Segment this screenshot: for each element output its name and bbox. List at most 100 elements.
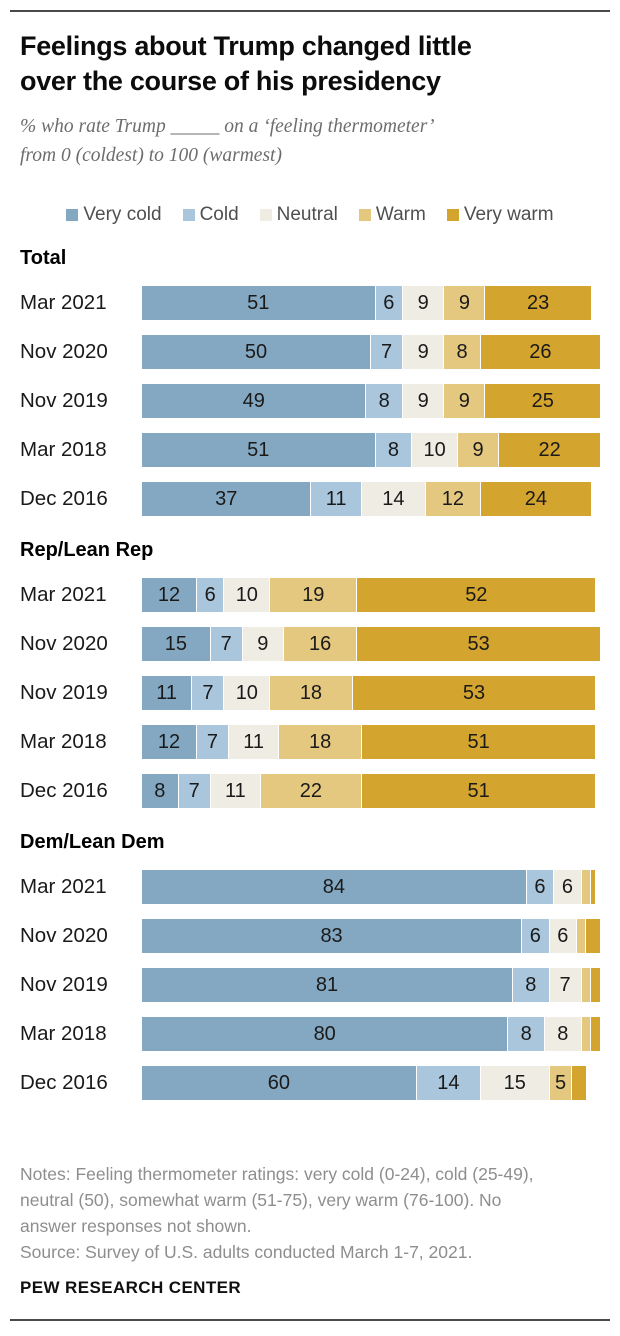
segment-value-label: 6 xyxy=(534,875,546,898)
segment-value-label: 6 xyxy=(383,291,395,314)
bar-segment-cold: 6 xyxy=(522,919,550,953)
bar-segment-neutral: 14 xyxy=(361,482,426,516)
segment-value-label: 8 xyxy=(456,340,468,363)
bar-segment-warm: 9 xyxy=(444,286,486,320)
segment-value-label: 14 xyxy=(382,487,405,510)
legend-swatch-cold xyxy=(182,209,195,221)
stacked-bar-chart: Total Mar 2021 51 6 9 9 23 Nov 2020 50 7 9 8 26 Nov 2… xyxy=(0,226,620,1115)
segment-value-label: 23 xyxy=(527,291,550,314)
row-label: Mar 2021 xyxy=(20,875,107,898)
bar-segment-warm: 12 xyxy=(425,482,481,516)
segment-value-label: 9 xyxy=(257,632,269,655)
bar-segment-neutral: 9 xyxy=(403,384,445,418)
bar-segment-very-cold: 12 xyxy=(142,725,197,759)
legend-swatch-neutral xyxy=(259,209,272,221)
bar-segment-warm: 18 xyxy=(279,725,362,759)
stacked-bar: 15 7 9 16 53 xyxy=(142,627,600,661)
segment-value-label: 8 xyxy=(378,389,390,412)
bar-segment-warm: 8 xyxy=(444,335,481,369)
segment-value-label: 5 xyxy=(554,1071,567,1094)
page-title: Feelings about Trump changed little over… xyxy=(0,29,620,99)
row-label: Mar 2018 xyxy=(20,438,107,461)
bar-segment-very-warm: 26 xyxy=(480,335,600,369)
segment-value-label: 9 xyxy=(472,438,484,461)
segment-value-label: 19 xyxy=(302,583,325,606)
bar-row: Dec 2016 37 11 14 12 24 xyxy=(20,482,600,516)
segment-value-label: 52 xyxy=(465,583,488,606)
bar-segment-very-cold: 15 xyxy=(142,627,211,661)
group-total: Total Mar 2021 51 6 9 9 23 Nov 2020 50 7 9 8 26 Nov 2… xyxy=(20,247,600,516)
bar-segment-very-warm xyxy=(590,968,600,1002)
segment-value-label: 6 xyxy=(557,924,569,947)
bar-segment-warm: 9 xyxy=(444,384,486,418)
bar-segment-very-cold: 60 xyxy=(142,1066,417,1100)
segment-value-label: 6 xyxy=(204,583,216,606)
segment-value-label: 49 xyxy=(242,389,265,412)
bar-segment-neutral: 6 xyxy=(549,919,578,953)
bar-segment-very-cold: 12 xyxy=(142,578,197,612)
segment-value-label: 15 xyxy=(503,1071,526,1094)
bar-segment-very-cold: 84 xyxy=(142,870,527,904)
bar-segment-very-cold: 51 xyxy=(142,433,376,467)
segment-value-label: 10 xyxy=(423,438,446,461)
bar-segment-cold: 7 xyxy=(192,676,225,710)
bar-row: Mar 2018 51 8 10 9 22 xyxy=(20,433,600,467)
stacked-bar: 80 8 8 xyxy=(142,1017,600,1051)
group-header: Dem/Lean Dem xyxy=(20,831,165,853)
segment-value-label: 22 xyxy=(299,779,323,802)
segment-value-label: 15 xyxy=(164,632,187,655)
segment-value-label: 51 xyxy=(247,438,270,461)
stacked-bar: 49 8 9 9 25 xyxy=(142,384,600,418)
segment-value-label: 51 xyxy=(247,291,270,314)
bar-segment-warm xyxy=(581,1017,591,1051)
stacked-bar: 81 8 7 xyxy=(142,968,600,1002)
segment-value-label: 18 xyxy=(308,730,332,753)
bar-segment-very-cold: 37 xyxy=(142,482,312,516)
stacked-bar: 51 8 10 9 22 xyxy=(142,433,600,467)
bar-segment-warm xyxy=(581,870,591,904)
bar-row: Mar 2018 80 8 8 xyxy=(20,1017,600,1051)
segment-value-label: 7 xyxy=(220,632,232,655)
bar-row: Nov 2019 11 7 10 18 53 xyxy=(20,676,600,710)
segment-value-label: 50 xyxy=(244,340,268,363)
segment-value-label: 83 xyxy=(320,924,343,947)
bar-segment-very-warm: 53 xyxy=(357,627,600,661)
group-rep-lean-rep: Rep/Lean Rep Mar 2021 12 6 10 19 52 Nov 2020 15 7… xyxy=(20,539,600,808)
bar-segment-cold: 7 xyxy=(178,774,211,808)
stacked-bar: 84 6 6 xyxy=(142,870,600,904)
bar-segment-cold: 14 xyxy=(416,1066,481,1100)
group-header: Rep/Lean Rep xyxy=(20,539,154,561)
segment-value-label: 8 xyxy=(525,973,537,996)
bar-segment-cold: 8 xyxy=(366,384,404,418)
bar-row: Nov 2019 81 8 7 xyxy=(20,968,600,1002)
segment-value-label: 10 xyxy=(235,583,258,606)
segment-value-label: 7 xyxy=(380,340,393,363)
segment-value-label: 53 xyxy=(462,681,486,704)
chart-subtitle-line2: from 0 (coldest) to 100 (warmest) xyxy=(20,145,282,166)
legend-item-very-cold: Very cold xyxy=(66,204,162,226)
segment-value-label: 11 xyxy=(243,730,265,753)
notes: Notes: Feeling thermometer ratings: very… xyxy=(0,1161,620,1265)
bar-segment-very-cold: 11 xyxy=(142,676,193,710)
row-label: Mar 2018 xyxy=(20,1022,107,1045)
bar-segment-neutral: 6 xyxy=(554,870,582,904)
bar-row: Mar 2021 51 6 9 9 23 xyxy=(20,286,600,320)
chart-subtitle-line1: % who rate Trump _____ on a ‘feeling the… xyxy=(20,116,435,137)
segment-value-label: 12 xyxy=(157,730,181,753)
bar-segment-warm: 18 xyxy=(270,676,353,710)
bar-segment-cold: 11 xyxy=(311,482,362,516)
stacked-bar: 60 14 15 5 xyxy=(142,1066,600,1100)
notes-line: answer responses not shown. xyxy=(20,1216,252,1236)
bar-segment-neutral: 10 xyxy=(224,676,271,710)
row-label: Nov 2019 xyxy=(20,681,108,704)
bar-segment-very-cold: 81 xyxy=(142,968,513,1002)
bar-segment-very-warm xyxy=(586,919,600,953)
bar-segment-neutral: 10 xyxy=(224,578,271,612)
row-label: Mar 2018 xyxy=(20,730,107,753)
segment-value-label: 22 xyxy=(538,438,561,461)
row-label: Nov 2020 xyxy=(20,924,108,947)
stacked-bar: 50 7 9 8 26 xyxy=(142,335,600,369)
row-label: Dec 2016 xyxy=(20,1071,108,1094)
legend-label: Very cold xyxy=(83,204,162,225)
